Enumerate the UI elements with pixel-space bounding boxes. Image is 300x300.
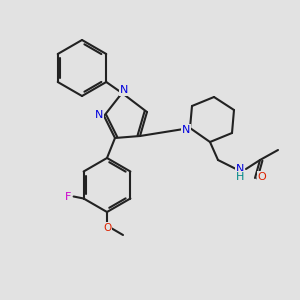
Text: H: H <box>236 172 244 182</box>
Text: O: O <box>258 172 266 182</box>
Text: N: N <box>95 110 103 120</box>
Text: F: F <box>64 191 71 202</box>
Text: N: N <box>236 164 244 174</box>
Text: N: N <box>182 125 190 135</box>
Text: N: N <box>120 85 128 95</box>
Text: O: O <box>103 223 111 233</box>
